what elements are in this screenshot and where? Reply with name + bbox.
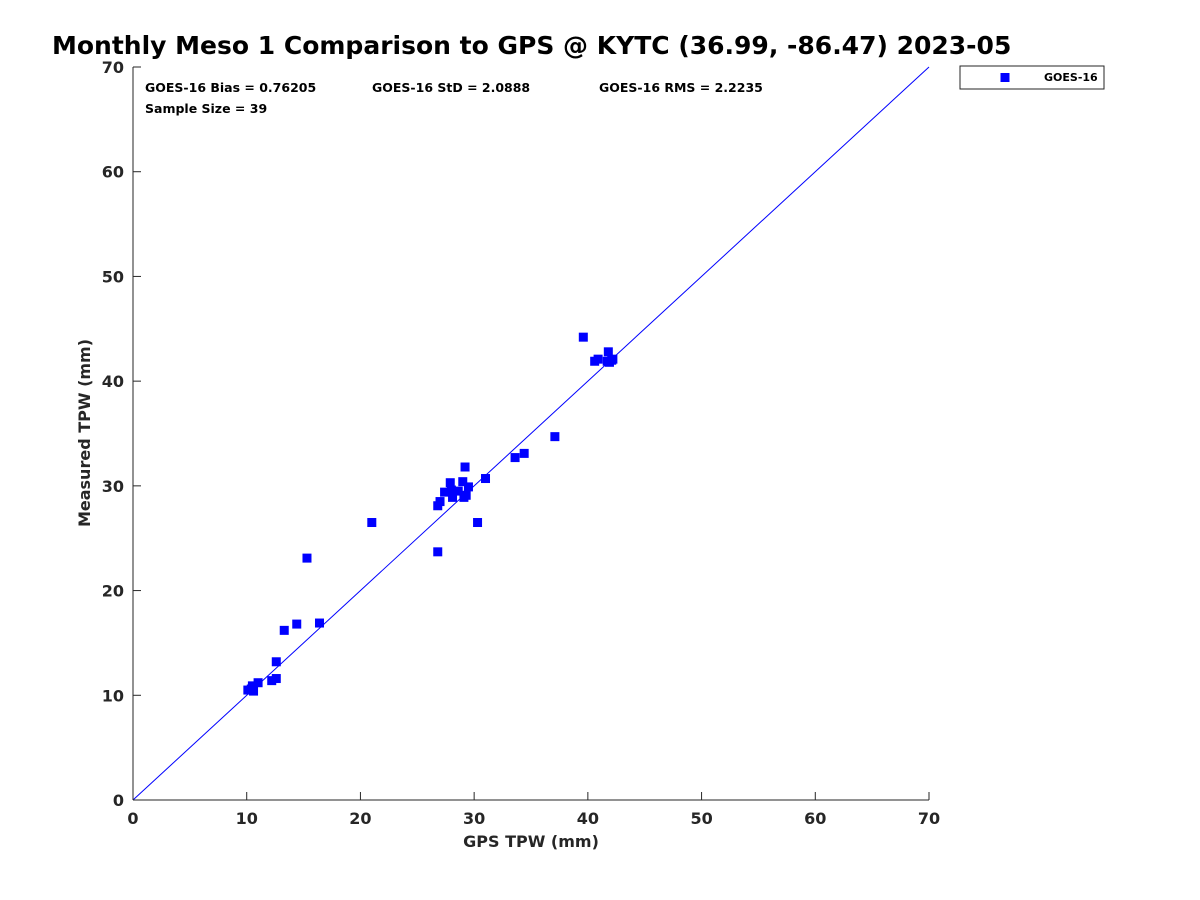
- x-tick-label: 30: [463, 809, 485, 828]
- data-point: [593, 354, 603, 364]
- plot-area: 0 10 20 30 40 50 60 70 0 10 20 30 40 50 60 70: [102, 58, 940, 828]
- axis-ticks: 0 10 20 30 40 50 60 70 0 10 20 30 40 50 60 70: [102, 58, 940, 828]
- x-tick-label: 20: [349, 809, 371, 828]
- data-point: [267, 676, 277, 686]
- stat-bias: GOES-16 Bias = 0.76205: [145, 80, 316, 95]
- data-point: [463, 482, 473, 492]
- y-tick-label: 40: [102, 372, 124, 391]
- data-point: [271, 657, 281, 667]
- data-point: [253, 678, 263, 688]
- y-tick-label: 0: [113, 791, 124, 810]
- x-tick-label: 40: [577, 809, 599, 828]
- data-point: [481, 474, 491, 484]
- data-point: [247, 681, 257, 691]
- data-point: [302, 553, 312, 563]
- legend-label: GOES-16: [1044, 71, 1098, 84]
- x-tick-label: 10: [236, 809, 258, 828]
- data-point: [448, 492, 458, 502]
- data-point: [461, 490, 471, 500]
- data-point: [446, 485, 456, 495]
- data-point: [578, 332, 588, 342]
- y-axis-label: Measured TPW (mm): [75, 339, 94, 527]
- data-point: [445, 478, 455, 488]
- reference-line: [132, 66, 930, 801]
- data-point: [603, 347, 613, 357]
- x-tick-label: 70: [918, 809, 940, 828]
- x-tick-label: 0: [127, 809, 138, 828]
- data-point: [271, 674, 281, 684]
- stat-std: GOES-16 StD = 2.0888: [372, 80, 530, 95]
- data-point: [608, 354, 618, 364]
- data-point: [440, 487, 450, 497]
- x-tick-label: 60: [804, 809, 826, 828]
- data-point: [314, 618, 324, 628]
- y-tick-label: 20: [102, 582, 124, 601]
- data-point: [249, 686, 259, 696]
- legend: GOES-16: [959, 65, 1105, 90]
- y-tick-label: 50: [102, 267, 124, 286]
- x-tick-label: 50: [690, 809, 712, 828]
- y-tick-label: 10: [102, 686, 124, 705]
- data-point: [519, 448, 529, 458]
- y-tick-label: 70: [102, 58, 124, 77]
- chart-title: Monthly Meso 1 Comparison to GPS @ KYTC …: [52, 31, 1011, 60]
- data-point: [458, 477, 468, 487]
- data-point: [367, 518, 377, 528]
- legend-marker-square: [1000, 73, 1010, 82]
- data-point: [435, 497, 445, 507]
- y-tick-label: 60: [102, 163, 124, 182]
- data-point: [433, 547, 443, 557]
- data-point: [510, 453, 520, 463]
- data-point: [460, 462, 470, 472]
- stat-rms: GOES-16 RMS = 2.2235: [599, 80, 763, 95]
- legend-box: [959, 65, 1105, 90]
- data-points: [243, 332, 618, 696]
- data-point: [473, 518, 483, 528]
- data-point: [279, 625, 289, 635]
- x-axis-label: GPS TPW (mm): [463, 832, 599, 851]
- y-tick-label: 30: [102, 477, 124, 496]
- stat-sample-size: Sample Size = 39: [145, 101, 267, 116]
- data-point: [292, 619, 302, 629]
- data-point: [453, 486, 463, 496]
- data-point: [550, 432, 560, 442]
